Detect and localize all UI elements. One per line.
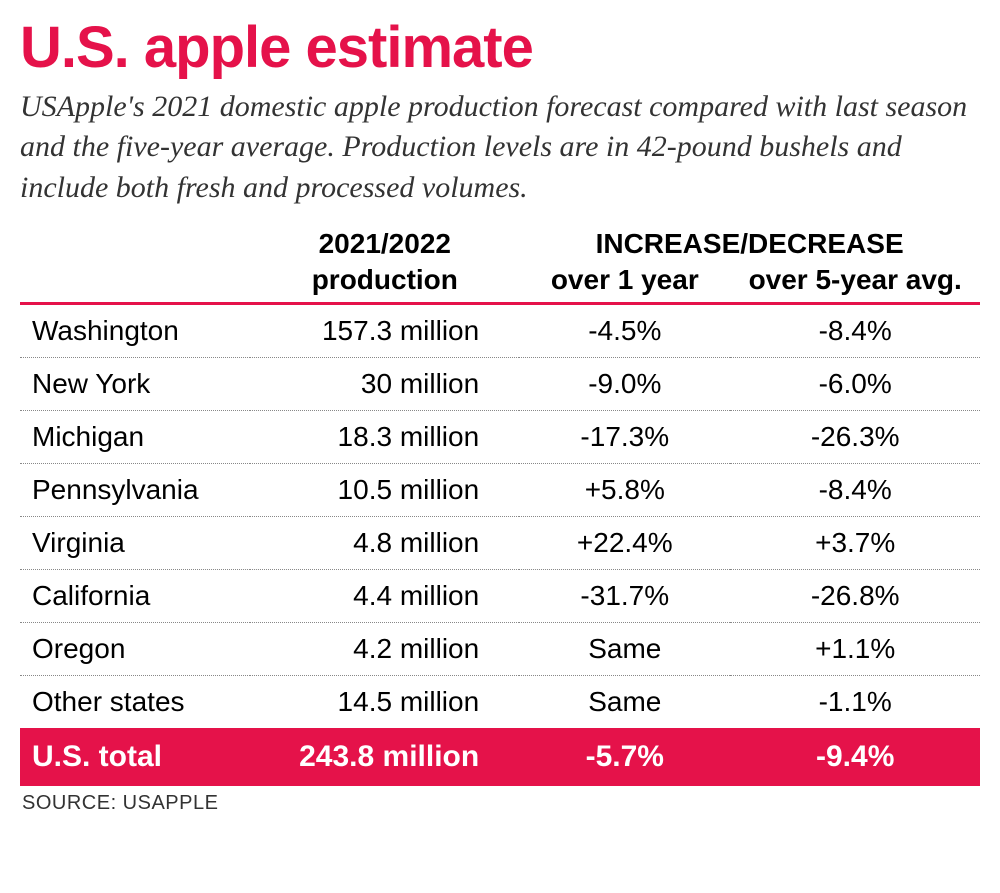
cell-change1: +22.4% (519, 517, 730, 570)
cell-change1: -17.3% (519, 411, 730, 464)
cell-production: 4.8 million (250, 517, 519, 570)
cell-change5: -8.4% (730, 464, 980, 517)
cell-change5: +1.1% (730, 623, 980, 676)
cell-production: 18.3 million (250, 411, 519, 464)
cell-production: 14.5 million (250, 676, 519, 729)
total-change5: -9.4% (730, 728, 980, 786)
cell-change5: -6.0% (730, 358, 980, 411)
table-row: Washington 157.3 million -4.5% -8.4% (20, 305, 980, 358)
source-line: SOURCE: USAPPLE (20, 792, 980, 815)
cell-state: New York (20, 358, 250, 411)
subtitle: USApple's 2021 domestic apple production… (20, 87, 980, 209)
cell-production: 4.4 million (250, 570, 519, 623)
cell-change1: Same (519, 623, 730, 676)
cell-state: Washington (20, 305, 250, 358)
table-row: Oregon 4.2 million Same +1.1% (20, 623, 980, 676)
cell-change1: -9.0% (519, 358, 730, 411)
page-title: U.S. apple estimate (20, 18, 980, 79)
table-row: California 4.4 million -31.7% -26.8% (20, 570, 980, 623)
cell-change1: Same (519, 676, 730, 729)
table-row: Michigan 18.3 million -17.3% -26.3% (20, 411, 980, 464)
total-row: U.S. total 243.8 million -5.7% -9.4% (20, 728, 980, 786)
apple-estimate-table: 2021/2022 INCREASE/DECREASE production o… (20, 222, 980, 786)
cell-state: Oregon (20, 623, 250, 676)
cell-change5: -26.3% (730, 411, 980, 464)
cell-state: Other states (20, 676, 250, 729)
cell-change5: -26.8% (730, 570, 980, 623)
cell-change5: +3.7% (730, 517, 980, 570)
cell-change5: -8.4% (730, 305, 980, 358)
total-production: 243.8 million (250, 728, 519, 786)
table-row: New York 30 million -9.0% -6.0% (20, 358, 980, 411)
cell-change5: -1.1% (730, 676, 980, 729)
cell-change1: -4.5% (519, 305, 730, 358)
cell-state: California (20, 570, 250, 623)
cell-production: 10.5 million (250, 464, 519, 517)
header-incdec: INCREASE/DECREASE (519, 222, 980, 262)
total-change1: -5.7% (519, 728, 730, 786)
cell-state: Michigan (20, 411, 250, 464)
table-row: Pennsylvania 10.5 million +5.8% -8.4% (20, 464, 980, 517)
cell-production: 157.3 million (250, 305, 519, 358)
table-row: Other states 14.5 million Same -1.1% (20, 676, 980, 729)
cell-state: Virginia (20, 517, 250, 570)
cell-production: 30 million (250, 358, 519, 411)
total-label: U.S. total (20, 728, 250, 786)
header-production-sub: production (250, 262, 519, 302)
table-row: Virginia 4.8 million +22.4% +3.7% (20, 517, 980, 570)
header-blank (20, 222, 250, 262)
table-body: Washington 157.3 million -4.5% -8.4% New… (20, 305, 980, 786)
cell-production: 4.2 million (250, 623, 519, 676)
header-production-top: 2021/2022 (250, 222, 519, 262)
cell-state: Pennsylvania (20, 464, 250, 517)
header-blank2 (20, 262, 250, 302)
header-over1: over 1 year (519, 262, 730, 302)
cell-change1: +5.8% (519, 464, 730, 517)
header-over5: over 5-year avg. (730, 262, 980, 302)
cell-change1: -31.7% (519, 570, 730, 623)
